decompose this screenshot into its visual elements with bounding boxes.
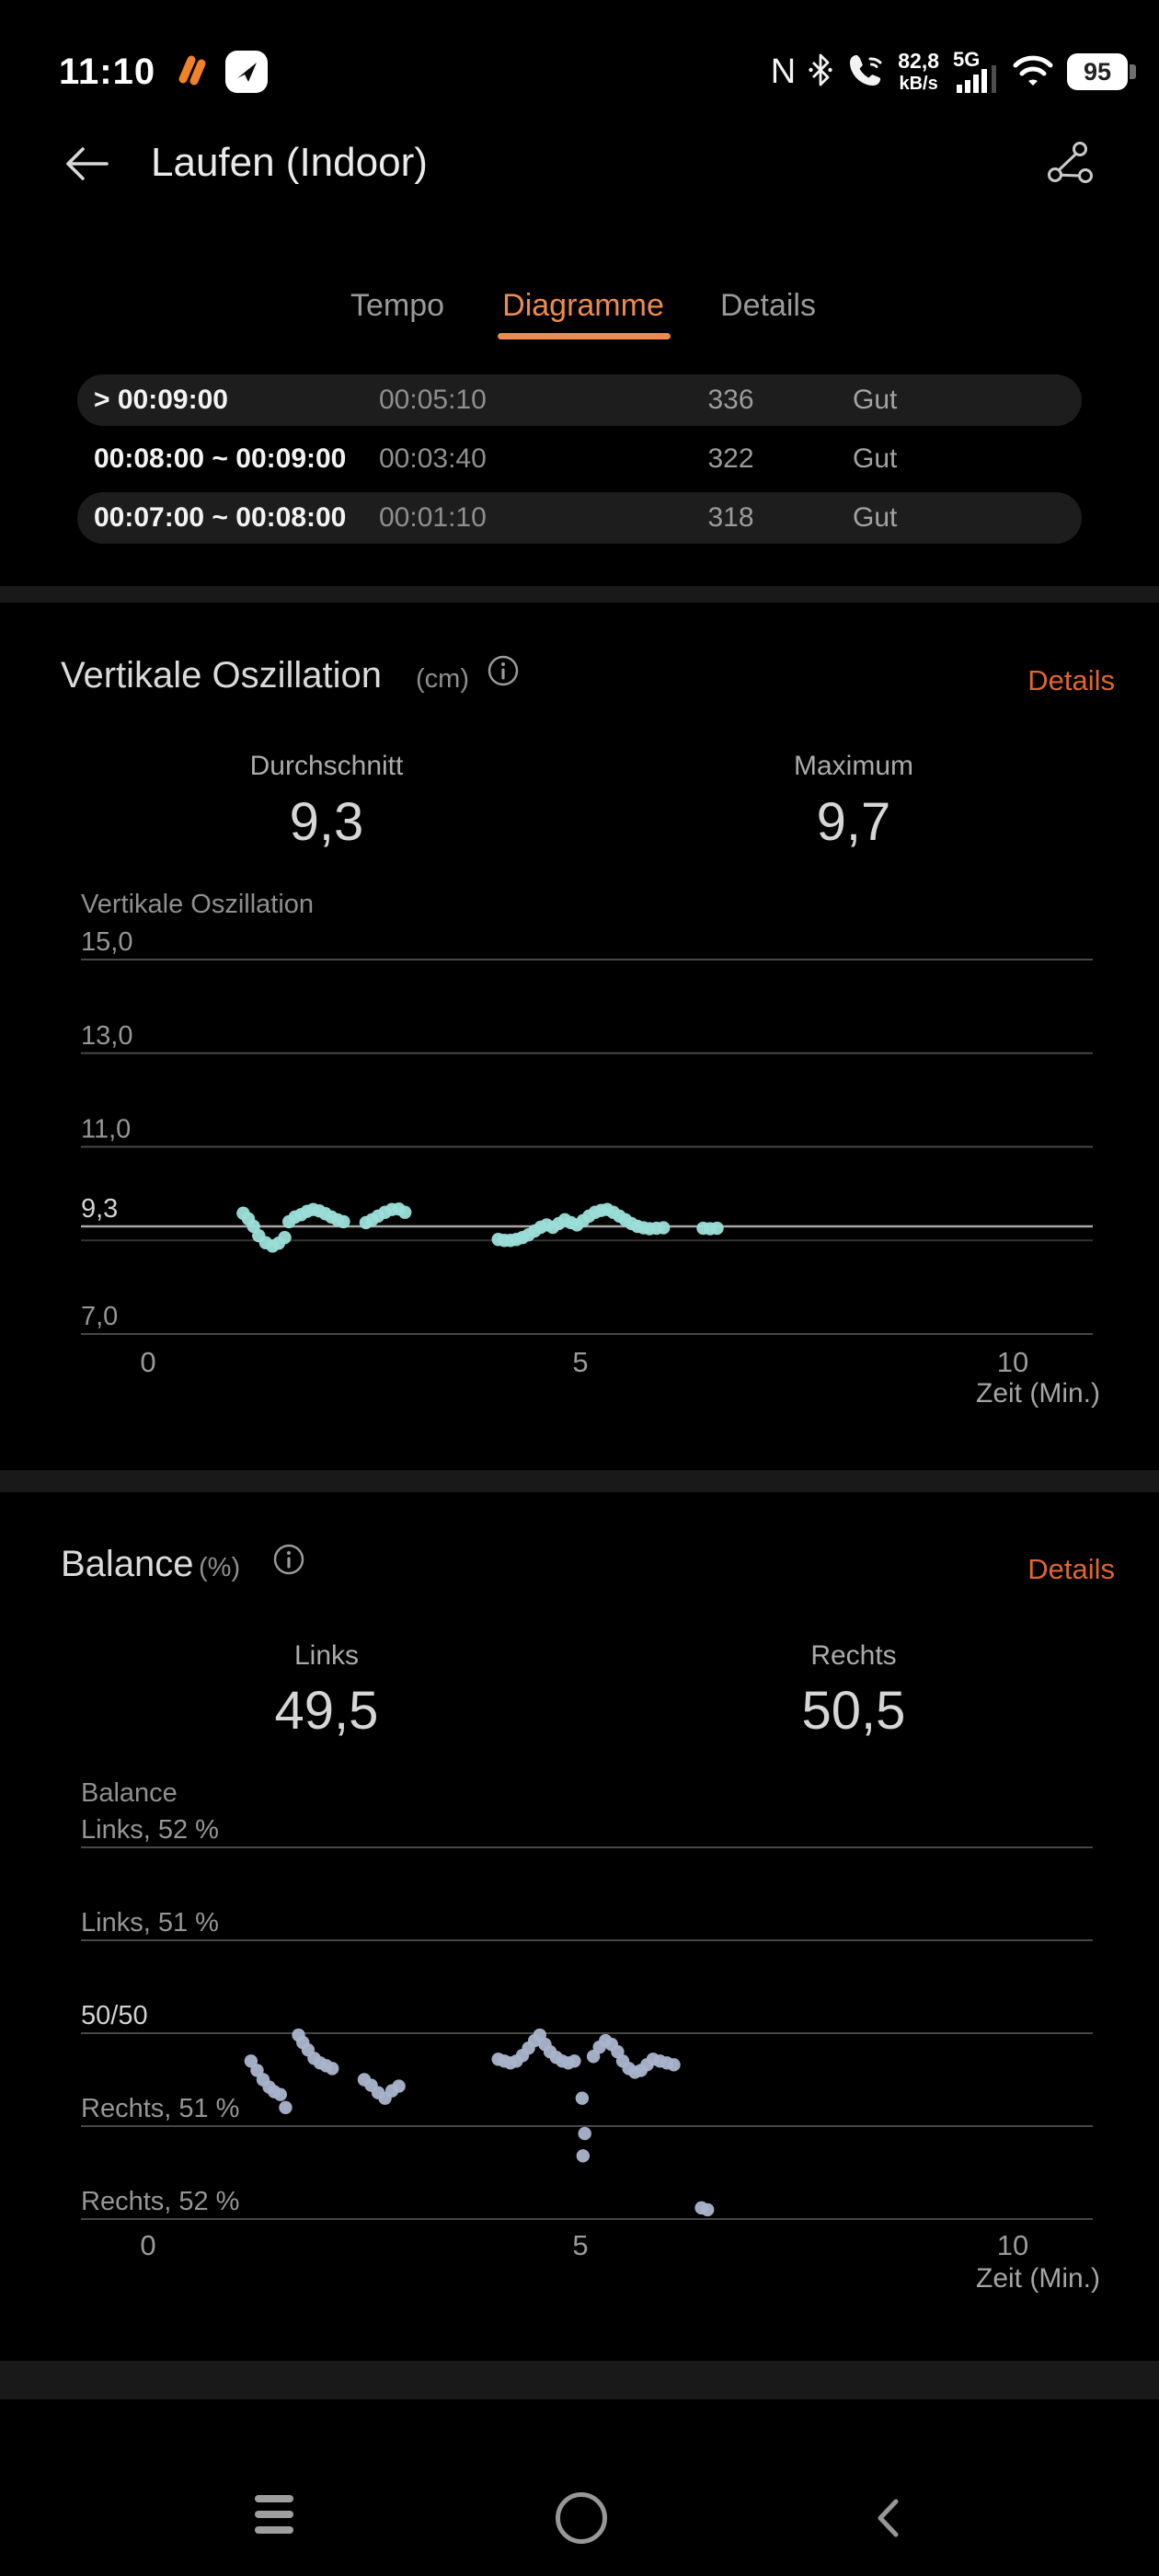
battery-icon: 95 — [1067, 53, 1136, 90]
vo-max-value: 9,7 — [816, 792, 891, 852]
vertical-oscillation-chart[interactable]: Vertikale Oszillation 15,0 13,0 11,0 9,3 7,0 0… — [0, 874, 1159, 1435]
svg-text:Vertikale Oszillation: Vertikale Oszillation — [81, 890, 314, 919]
signal-bars-icon: 5G — [951, 48, 999, 96]
bluetooth-icon — [808, 51, 833, 94]
share-button[interactable] — [1043, 140, 1096, 190]
vo-info-icon[interactable] — [487, 654, 520, 692]
back-button[interactable] — [61, 138, 112, 190]
balance-chart[interactable]: Balance Links, 52 % Links, 51 % 50/50 Rechts… — [0, 1766, 1159, 2318]
vo-section-title: Vertikale Oszillation — [61, 655, 383, 696]
svg-text:0: 0 — [140, 1346, 155, 1378]
svg-text:5: 5 — [572, 1346, 588, 1378]
svg-text:Links, 51 %: Links, 51 % — [81, 1908, 219, 1938]
balance-right-label: Rechts — [810, 1640, 897, 1671]
active-tab-underline — [498, 333, 671, 339]
tab-details[interactable]: Details — [720, 287, 816, 323]
status-bar-right: N 82,8 kB/s 5G — [770, 46, 1136, 98]
svg-text:50/50: 50/50 — [81, 2001, 148, 2030]
pace-table-row[interactable]: 00:08:00 ~ 00:09:00 00:03:40 322 Gut — [94, 443, 898, 474]
svg-text:10: 10 — [997, 2229, 1028, 2261]
balance-left-value: 49,5 — [274, 1681, 379, 1741]
home-icon[interactable] — [556, 2492, 607, 2544]
tab-diagramme[interactable]: Diagramme — [502, 287, 664, 323]
svg-text:Balance: Balance — [81, 1778, 178, 1808]
health-app-icon — [170, 50, 211, 95]
wifi-icon — [1011, 52, 1055, 93]
svg-text:0: 0 — [140, 2229, 155, 2261]
svg-text:Links, 52 %: Links, 52 % — [81, 1815, 219, 1845]
balance-right-value: 50,5 — [801, 1681, 906, 1741]
balance-section-title: Balance — [61, 1544, 194, 1584]
svg-text:Zeit (Min.): Zeit (Min.) — [976, 1378, 1100, 1409]
svg-text:13,0: 13,0 — [81, 1021, 132, 1051]
tab-tempo[interactable]: Tempo — [350, 287, 445, 323]
nfc-icon: N — [770, 52, 797, 91]
section-divider — [0, 2361, 1159, 2399]
vo-max-label: Maximum — [793, 751, 913, 781]
pace-table-row[interactable]: > 00:09:00 00:05:10 336 Gut — [77, 374, 1082, 426]
svg-text:5: 5 — [572, 2229, 588, 2261]
back-icon[interactable] — [874, 2497, 901, 2544]
vo-details-link[interactable]: Details — [1027, 664, 1115, 696]
balance-details-link[interactable]: Details — [1027, 1553, 1115, 1585]
vo-section-unit: (cm) — [416, 664, 469, 694]
messages-app-icon — [225, 51, 269, 93]
network-speed: 82,8 kB/s — [898, 49, 939, 94]
svg-text:11,0: 11,0 — [81, 1115, 131, 1144]
svg-text:Zeit (Min.): Zeit (Min.) — [976, 2263, 1100, 2294]
pace-table-row[interactable]: 00:07:00 ~ 00:08:00 00:01:10 318 Gut — [77, 492, 1082, 544]
vo-avg-value: 9,3 — [289, 792, 364, 852]
clock: 11:10 — [59, 51, 156, 92]
svg-text:15,0: 15,0 — [81, 927, 132, 957]
battery-level: 95 — [1083, 57, 1112, 86]
svg-text:9,3: 9,3 — [81, 1194, 118, 1224]
section-divider — [0, 1470, 1159, 1492]
balance-info-icon[interactable] — [272, 1543, 305, 1581]
wifi-calling-icon — [845, 50, 886, 95]
balance-section-unit: (%) — [199, 1553, 241, 1582]
section-divider — [0, 586, 1159, 603]
status-bar-left: 11:10 — [59, 46, 269, 98]
menu-icon[interactable] — [255, 2495, 293, 2534]
svg-text:Rechts, 51 %: Rechts, 51 % — [81, 2094, 239, 2123]
page-title: Laufen (Indoor) — [151, 140, 428, 185]
balance-left-label: Links — [293, 1640, 360, 1671]
svg-text:10: 10 — [997, 1346, 1028, 1378]
svg-text:7,0: 7,0 — [81, 1302, 118, 1331]
svg-text:Rechts, 52 %: Rechts, 52 % — [81, 2187, 239, 2216]
vo-avg-label: Durchschnitt — [249, 751, 404, 781]
